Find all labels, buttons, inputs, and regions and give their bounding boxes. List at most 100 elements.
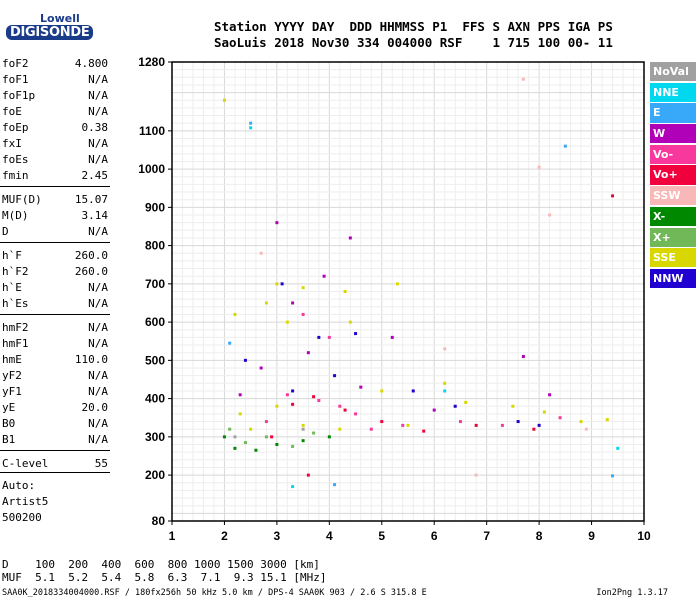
data-point: [616, 446, 620, 450]
data-point: [354, 412, 358, 416]
param-row: hmF1 N/A: [2, 336, 108, 351]
param-value: 15.07: [74, 193, 108, 206]
data-point: [317, 335, 321, 339]
data-point: [537, 165, 541, 169]
param-value: N/A: [88, 337, 108, 350]
param-row: hmE 110.0: [2, 352, 108, 367]
data-point: [537, 423, 541, 427]
data-point: [422, 429, 426, 433]
data-point: [317, 399, 321, 403]
data-point: [558, 416, 562, 420]
legend-item: SSE: [650, 248, 696, 268]
data-point: [390, 335, 394, 339]
data-point: [338, 427, 342, 431]
data-point: [222, 98, 226, 102]
param-value: 3.14: [81, 209, 109, 222]
data-point: [401, 423, 405, 427]
legend: NoVal NNE E W Vo- Vo+ SSW X- X+ SSE NNW: [650, 62, 696, 290]
param-name: h`F: [2, 249, 22, 262]
y-tick-label: 1000: [138, 162, 165, 176]
data-point: [285, 393, 289, 397]
param-row: D N/A: [2, 224, 108, 239]
data-point: [443, 381, 447, 385]
data-point: [511, 404, 515, 408]
param-value: 260.0: [74, 265, 108, 278]
param-value: N/A: [88, 433, 108, 446]
param-row: B0 N/A: [2, 416, 108, 431]
data-point: [243, 358, 247, 362]
data-point: [579, 420, 583, 424]
param-row: MUF(D) 15.07: [2, 192, 108, 207]
legend-item: X+: [650, 227, 696, 247]
data-point: [301, 439, 305, 443]
param-row: yF2 N/A: [2, 368, 108, 383]
data-point: [458, 420, 462, 424]
legend-item: E: [650, 103, 696, 123]
param-value: N/A: [88, 297, 108, 310]
data-point: [275, 221, 279, 225]
legend-item: X-: [650, 206, 696, 227]
param-value: N/A: [88, 89, 108, 102]
param-value: N/A: [88, 137, 108, 150]
x-tick-label: 6: [431, 529, 438, 543]
lowell-logo-text: Lowell: [40, 12, 80, 25]
param-value: 55: [94, 457, 108, 470]
param-row: foEs N/A: [2, 152, 108, 167]
param-name: h`Es: [2, 297, 29, 310]
param-value: N/A: [88, 105, 108, 118]
data-point: [301, 312, 305, 316]
param-row: B1 N/A: [2, 432, 108, 447]
param-name: MUF(D): [2, 193, 42, 206]
param-name: D: [2, 225, 9, 238]
param-name: yF1: [2, 385, 22, 398]
data-point: [563, 144, 567, 148]
data-point: [312, 431, 316, 435]
y-tick-label: 900: [145, 200, 165, 214]
panel-divider: [0, 314, 110, 315]
param-row: fmin 2.45: [2, 168, 108, 183]
y-tick-label: 700: [145, 277, 165, 291]
y-tick-label: 1280: [138, 55, 165, 69]
param-row: foF2 4.800: [2, 56, 108, 71]
param-name: hmF2: [2, 321, 29, 334]
data-point: [259, 366, 263, 370]
data-point: [521, 77, 525, 81]
data-point: [333, 483, 337, 487]
data-point: [327, 435, 331, 439]
param-value: 0.38: [81, 121, 109, 134]
x-tick-label: 3: [274, 529, 281, 543]
data-point: [285, 320, 289, 324]
param-value: 260.0: [74, 249, 108, 262]
x-tick-label: 10: [637, 529, 651, 543]
data-point: [348, 320, 352, 324]
param-value: N/A: [88, 369, 108, 382]
data-point: [301, 427, 305, 431]
param-value: N/A: [88, 385, 108, 398]
data-point: [228, 427, 232, 431]
y-tick-label: 500: [145, 353, 165, 367]
data-point: [354, 332, 358, 336]
muf-row: MUF 5.1 5.2 5.4 5.8 6.3 7.1 9.3 15.1 [MH…: [2, 571, 327, 584]
param-name: M(D): [2, 209, 29, 222]
data-point: [254, 448, 258, 452]
data-point: [474, 423, 478, 427]
param-value: N/A: [88, 417, 108, 430]
data-point: [605, 418, 609, 422]
data-point: [249, 427, 253, 431]
panel-divider: [0, 186, 110, 187]
data-point: [443, 347, 447, 351]
data-point: [233, 446, 237, 450]
data-point: [222, 435, 226, 439]
param-name: fmin: [2, 169, 29, 182]
param-row: foE N/A: [2, 104, 108, 119]
data-point: [291, 402, 295, 406]
data-point: [359, 385, 363, 389]
file-info: SAA0K_2018334004000.RSF / 180fx256h 50 k…: [2, 588, 427, 598]
plot-frame: [171, 61, 645, 522]
param-value: 110.0: [74, 353, 108, 366]
legend-item: NoVal: [650, 62, 696, 82]
data-point: [532, 427, 536, 431]
param-value: N/A: [88, 225, 108, 238]
param-name: foF1p: [2, 89, 36, 102]
data-point: [259, 251, 263, 255]
